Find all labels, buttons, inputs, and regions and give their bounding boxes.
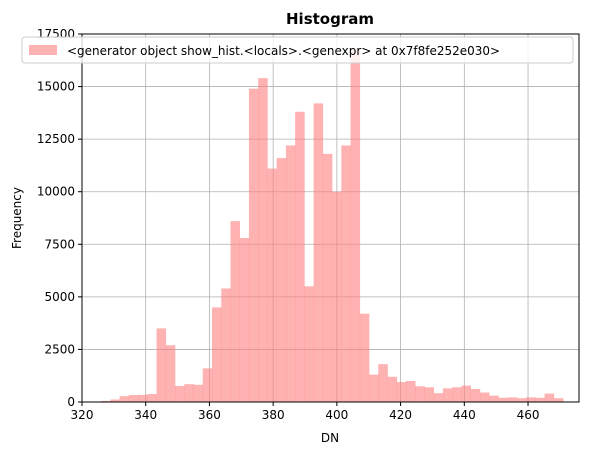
histogram-bar xyxy=(239,237,250,402)
histogram-bar xyxy=(387,376,398,402)
histogram-bar xyxy=(424,387,435,402)
histogram-bar xyxy=(369,374,379,402)
histogram-bar xyxy=(258,78,268,402)
histogram-bar xyxy=(230,221,241,402)
histogram-bar xyxy=(193,384,204,402)
y-axis-label: Frequency xyxy=(10,187,24,249)
plot-frame xyxy=(81,33,580,403)
histogram-bar xyxy=(147,394,157,402)
x-tick-label: 460 xyxy=(517,408,540,422)
histogram-bar xyxy=(248,88,259,402)
histogram-bar xyxy=(461,385,471,402)
x-tick-label: 320 xyxy=(71,408,94,422)
histogram-bar xyxy=(526,397,536,402)
histogram-bar xyxy=(101,400,111,402)
y-tick-label: 15000 xyxy=(37,80,75,94)
legend-frame xyxy=(21,36,574,64)
x-tick-label: 360 xyxy=(198,408,221,422)
histogram-bar xyxy=(175,386,185,402)
y-tick-label: 0 xyxy=(67,395,75,409)
legend: <generator object show_hist.<locals>.<ge… xyxy=(21,36,574,64)
histogram-bar xyxy=(544,393,555,402)
histogram-bar xyxy=(442,388,453,402)
chart-title: Histogram xyxy=(286,10,374,28)
histogram-bar xyxy=(332,191,342,402)
histogram-bar xyxy=(128,395,139,402)
histogram-bar xyxy=(553,398,564,402)
histogram-bar xyxy=(322,153,333,402)
y-tick-label: 2500 xyxy=(44,342,75,356)
ticks-layer: 320 340 360 380 400 420 440 460 0 2500 5000 7500 100… xyxy=(37,27,540,422)
histogram-bar xyxy=(498,397,508,402)
histogram-bar xyxy=(535,397,545,402)
histogram-bar xyxy=(341,145,351,403)
histogram-bar xyxy=(489,395,499,402)
histogram-bar xyxy=(221,288,231,402)
histogram-bar xyxy=(516,398,527,402)
histogram-bar xyxy=(184,384,194,402)
axes-layer xyxy=(81,33,580,403)
x-tick-label: 440 xyxy=(453,408,476,422)
histogram-bar xyxy=(211,307,222,402)
y-tick-label: 7500 xyxy=(44,237,75,251)
histogram-bar xyxy=(359,313,370,402)
histogram-bar xyxy=(507,397,518,402)
histogram-bar xyxy=(267,168,277,402)
histogram-bar xyxy=(156,328,167,402)
bars-layer xyxy=(101,48,564,403)
y-tick-label: 12500 xyxy=(37,132,75,146)
legend-label: <generator object show_hist.<locals>.<ge… xyxy=(67,44,500,58)
histogram-bar xyxy=(415,386,425,402)
histogram-bar xyxy=(452,387,462,402)
histogram-bar xyxy=(165,345,176,402)
x-tick-label: 400 xyxy=(325,408,348,422)
histogram-bar xyxy=(350,48,361,402)
y-tick-label: 5000 xyxy=(44,290,75,304)
histogram-bar xyxy=(110,399,120,402)
x-axis-label: DN xyxy=(321,431,339,445)
histogram-bar xyxy=(378,364,388,402)
histogram-bar xyxy=(406,380,416,402)
histogram-bar xyxy=(119,396,130,402)
x-tick-label: 380 xyxy=(262,408,285,422)
histogram-bar xyxy=(396,382,407,402)
histogram-bar xyxy=(138,394,148,402)
x-tick-label: 420 xyxy=(389,408,412,422)
x-tick-label: 340 xyxy=(134,408,157,422)
histogram-bar xyxy=(295,111,305,402)
histogram-bar xyxy=(304,286,314,402)
histogram-bar xyxy=(313,103,324,402)
histogram-bar xyxy=(433,393,444,402)
histogram-bar xyxy=(479,392,490,402)
histogram-bar xyxy=(285,145,296,403)
histogram-bar xyxy=(276,158,287,402)
histogram-bar xyxy=(202,368,213,402)
y-tick-label: 10000 xyxy=(37,185,75,199)
histogram-bar xyxy=(470,388,481,402)
legend-swatch xyxy=(29,45,57,55)
